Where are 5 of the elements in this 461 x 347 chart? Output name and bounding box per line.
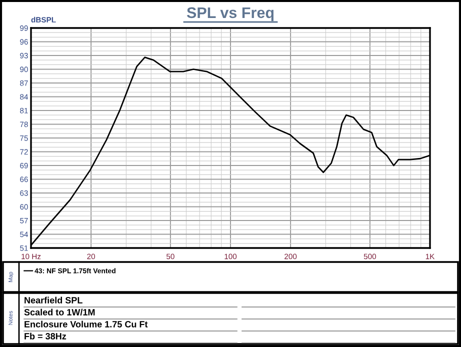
text: Fb = 38Hz (24, 332, 66, 340)
chart-title: SPL vs Freq (186, 7, 274, 22)
text: Nearfield SPL (24, 296, 82, 304)
text: Scaled to 1W/1M (24, 308, 95, 316)
text: Enclosure Volume 1.75 Cu Ft (24, 320, 148, 328)
